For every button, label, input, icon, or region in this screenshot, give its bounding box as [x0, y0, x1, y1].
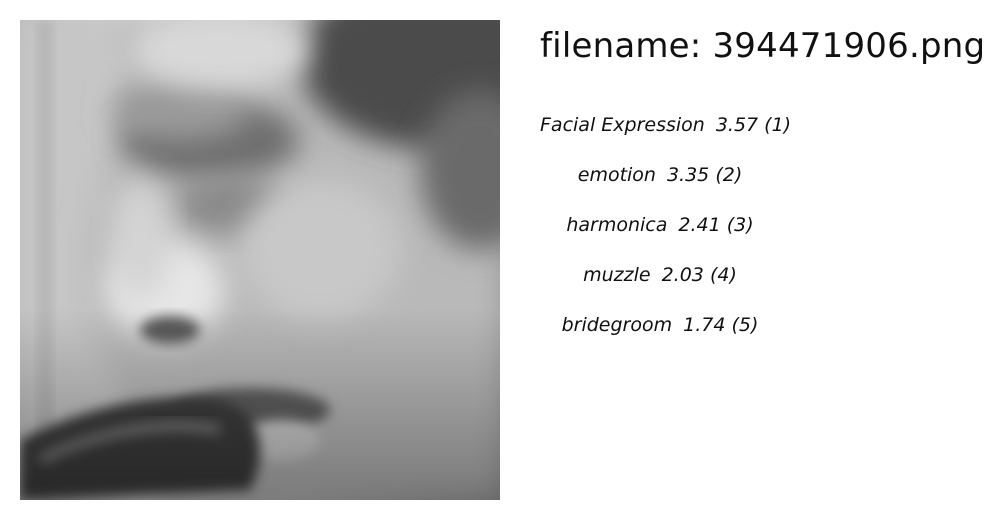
filename-label: filename: 394471906.png [540, 26, 986, 66]
tag-item: bridegroom 1.74 (5) [540, 300, 780, 350]
tag-label: bridegroom [561, 314, 673, 336]
tag-score: 3.35 (2) [666, 164, 743, 186]
tag-item: muzzle 2.03 (4) [540, 250, 780, 300]
tag-score: 2.41 (3) [678, 214, 754, 236]
tag-list: Facial Expression 3.57 (1) emotion 3.35 … [540, 100, 791, 350]
tag-label: emotion [577, 164, 656, 186]
tag-label: harmonica [566, 214, 668, 236]
tag-score: 1.74 (5) [683, 314, 759, 336]
tag-score: 2.03 (4) [661, 264, 737, 286]
tag-score: 3.57 (1) [715, 114, 792, 136]
tag-item: emotion 3.35 (2) [540, 150, 780, 200]
tag-item: harmonica 2.41 (3) [540, 200, 780, 250]
tag-label: muzzle [583, 264, 651, 286]
face-photo [20, 20, 500, 500]
tag-label: Facial Expression [540, 114, 705, 136]
tag-item: Facial Expression 3.57 (1) [540, 100, 791, 150]
